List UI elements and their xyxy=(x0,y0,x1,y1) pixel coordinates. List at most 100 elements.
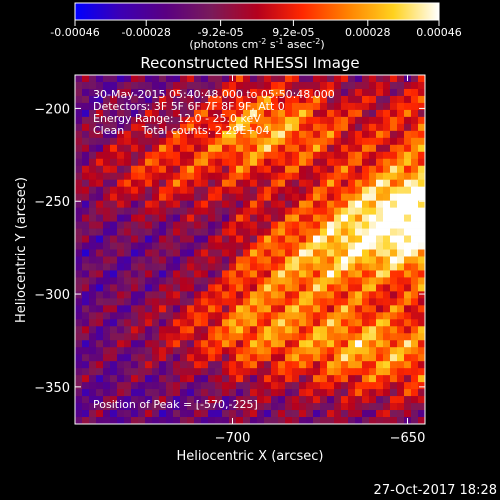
heatmap-cell xyxy=(131,354,139,362)
heatmap-cell xyxy=(229,165,237,174)
heatmap-cell xyxy=(152,193,160,202)
heatmap-cell xyxy=(404,130,412,139)
heatmap-cell xyxy=(75,137,83,146)
heatmap-cell xyxy=(110,417,118,424)
heatmap-cell xyxy=(285,417,293,424)
heatmap-cell xyxy=(89,172,97,181)
heatmap-cell xyxy=(383,221,391,229)
heatmap-cell xyxy=(222,368,230,376)
heatmap-cell xyxy=(369,144,377,153)
heatmap-cell xyxy=(103,340,111,348)
heatmap-cell xyxy=(271,368,279,376)
heatmap-cell xyxy=(110,403,118,411)
heatmap-cell xyxy=(124,179,132,188)
heatmap-cell xyxy=(187,172,195,181)
heatmap-cell xyxy=(292,375,300,383)
heatmap-cell xyxy=(103,193,111,202)
heatmap-cell xyxy=(306,249,314,257)
heatmap-cell xyxy=(103,375,111,383)
heatmap-cell xyxy=(271,179,279,188)
heatmap-cell xyxy=(418,312,425,320)
heatmap-cell xyxy=(369,375,377,383)
heatmap-cell xyxy=(264,270,272,278)
heatmap-cell xyxy=(166,88,174,97)
heatmap-cell xyxy=(82,200,90,209)
heatmap-cell xyxy=(348,123,356,132)
heatmap-cell xyxy=(355,179,363,188)
heatmap-cell xyxy=(194,298,202,306)
heatmap-cell xyxy=(355,382,363,390)
heatmap-cell xyxy=(110,200,118,209)
heatmap-cell xyxy=(383,123,391,132)
heatmap-cell xyxy=(369,81,377,90)
heatmap-cell xyxy=(159,95,167,104)
heatmap-cell xyxy=(383,361,391,369)
heatmap-cell xyxy=(390,298,398,306)
heatmap-cell xyxy=(418,396,425,404)
heatmap-cell xyxy=(222,214,230,222)
heatmap-cell xyxy=(341,319,349,327)
heatmap-cell xyxy=(82,158,90,167)
heatmap-cell xyxy=(131,389,139,397)
heatmap-cell xyxy=(334,200,342,209)
heatmap-cell xyxy=(229,305,237,313)
heatmap-cell xyxy=(110,298,118,306)
heatmap-cell xyxy=(75,333,83,341)
heatmap-cell xyxy=(285,270,293,278)
heatmap-cell xyxy=(278,305,286,313)
heatmap-cell xyxy=(82,172,90,181)
heatmap-cell xyxy=(131,81,139,90)
heatmap-cell xyxy=(271,137,279,146)
heatmap-cell xyxy=(390,340,398,348)
heatmap-cell xyxy=(236,298,244,306)
heatmap-cell xyxy=(159,263,167,271)
heatmap-cell xyxy=(145,340,153,348)
heatmap-cell xyxy=(320,417,328,424)
heatmap-cell xyxy=(264,165,272,174)
heatmap-cell xyxy=(278,221,286,229)
heatmap-cell xyxy=(215,298,223,306)
heatmap-cell xyxy=(187,214,195,222)
heatmap-cell xyxy=(166,389,174,397)
heatmap-cell xyxy=(271,340,279,348)
heatmap-cell xyxy=(131,270,139,278)
heatmap-cell xyxy=(369,109,377,118)
heatmap-cell xyxy=(355,235,363,243)
heatmap-cell xyxy=(173,116,181,125)
heatmap-cell xyxy=(110,249,118,257)
heatmap-cell xyxy=(257,375,265,383)
heatmap-cell xyxy=(390,270,398,278)
heatmap-cell xyxy=(222,200,230,209)
heatmap-cell xyxy=(110,277,118,285)
heatmap-cell xyxy=(243,151,251,160)
heatmap-cell xyxy=(341,284,349,292)
heatmap-cell xyxy=(348,396,356,404)
heatmap-cell xyxy=(404,305,412,313)
heatmap-cell xyxy=(376,200,384,209)
heatmap-cell xyxy=(327,95,335,104)
heatmap-cell xyxy=(383,319,391,327)
heatmap-cell xyxy=(348,333,356,341)
heatmap-cell xyxy=(341,123,349,132)
heatmap-cell xyxy=(208,116,216,125)
heatmap-cell xyxy=(229,144,237,153)
heatmap-cell xyxy=(271,326,279,334)
heatmap-cell xyxy=(404,375,412,383)
heatmap-cell xyxy=(355,263,363,271)
heatmap-cell xyxy=(257,88,265,97)
heatmap-cell xyxy=(96,410,104,418)
heatmap-cell xyxy=(194,277,202,285)
heatmap-cell xyxy=(215,277,223,285)
heatmap-cell xyxy=(313,417,321,424)
footer-date: 27-Oct-2017 18:28 xyxy=(374,483,497,498)
heatmap-cell xyxy=(285,284,293,292)
heatmap-cell xyxy=(96,165,104,174)
heatmap-cell xyxy=(194,235,202,243)
heatmap-cell xyxy=(138,410,146,418)
heatmap-cell xyxy=(187,312,195,320)
heatmap-cell xyxy=(418,151,425,160)
heatmap-cell xyxy=(369,368,377,376)
heatmap-cell xyxy=(250,151,258,160)
heatmap-cell xyxy=(362,319,370,327)
heatmap-cell xyxy=(264,214,272,222)
